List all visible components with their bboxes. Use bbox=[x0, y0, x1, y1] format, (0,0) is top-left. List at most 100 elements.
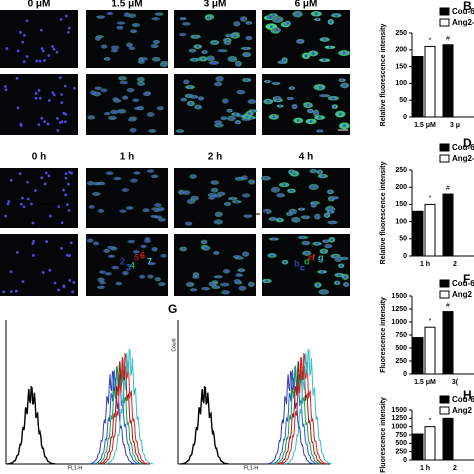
nucleus bbox=[119, 21, 123, 25]
nucleus bbox=[62, 188, 65, 192]
nucleus bbox=[178, 129, 182, 133]
y-tick-label: 750 bbox=[395, 332, 407, 339]
nucleus bbox=[9, 290, 13, 293]
y-axis-label: Fluorescence intensity bbox=[380, 397, 387, 473]
nucleus bbox=[304, 54, 308, 58]
nucleus bbox=[296, 119, 300, 122]
nucleus bbox=[272, 115, 276, 119]
nucleus bbox=[306, 103, 310, 107]
histogram-curve bbox=[284, 347, 333, 465]
nucleus bbox=[323, 38, 327, 41]
curve-label: 4 bbox=[130, 260, 135, 270]
nucleus bbox=[219, 192, 223, 196]
bar bbox=[412, 337, 424, 375]
significance-mark: # bbox=[446, 36, 450, 43]
nucleus bbox=[228, 109, 231, 113]
y-tick-label: 250 bbox=[395, 30, 407, 37]
nucleus bbox=[48, 268, 52, 272]
nucleus bbox=[101, 270, 104, 274]
nucleus bbox=[304, 215, 307, 219]
nucleus bbox=[46, 122, 50, 126]
nucleus bbox=[246, 214, 250, 218]
nucleus bbox=[235, 279, 239, 283]
nucleus bbox=[65, 203, 69, 207]
y-tick-label: 1500 bbox=[391, 407, 407, 414]
nucleus bbox=[189, 102, 193, 105]
nucleus bbox=[43, 59, 46, 62]
nucleus bbox=[160, 218, 164, 222]
nucleus bbox=[189, 200, 193, 203]
nucleus bbox=[304, 241, 308, 245]
nucleus bbox=[67, 26, 71, 30]
legend-swatch bbox=[439, 7, 450, 16]
nucleus bbox=[270, 254, 274, 257]
y-axis-label: Relative fluorescence intensity bbox=[380, 24, 387, 127]
y-tick-label: 250 bbox=[395, 167, 407, 174]
nucleus bbox=[247, 112, 251, 116]
nucleus bbox=[247, 36, 251, 40]
nucleus bbox=[91, 91, 95, 95]
y-tick-label: 0 bbox=[403, 457, 407, 464]
nucleus bbox=[319, 86, 322, 90]
nucleus bbox=[63, 120, 67, 124]
nucleus bbox=[337, 273, 341, 277]
legend-swatch bbox=[439, 143, 450, 152]
curve-label: e bbox=[308, 252, 313, 262]
legend-label: Cou-6 bbox=[452, 279, 474, 288]
x-tick-label: 3( bbox=[452, 379, 459, 386]
nucleus bbox=[333, 105, 337, 108]
nucleus bbox=[43, 120, 46, 124]
nucleus bbox=[37, 89, 41, 92]
nucleus bbox=[314, 12, 318, 16]
nucleus bbox=[41, 49, 45, 53]
nucleus bbox=[269, 15, 272, 19]
nucleus bbox=[134, 23, 138, 27]
curve-label: 2 bbox=[120, 256, 125, 266]
nucleus bbox=[142, 57, 146, 61]
nucleus bbox=[134, 98, 138, 102]
nucleus bbox=[294, 218, 298, 222]
nucleus bbox=[245, 78, 249, 82]
nucleus bbox=[320, 270, 324, 274]
nucleus bbox=[62, 284, 66, 288]
nucleus bbox=[112, 110, 116, 114]
nucleus bbox=[194, 35, 197, 39]
nucleus bbox=[31, 253, 35, 257]
nucleus bbox=[154, 17, 158, 21]
nucleus bbox=[237, 177, 241, 181]
nucleus bbox=[323, 58, 327, 62]
nucleus bbox=[99, 285, 103, 289]
nucleus bbox=[245, 53, 248, 57]
nucleus bbox=[140, 275, 144, 279]
nucleus bbox=[305, 251, 309, 255]
significance-mark: * bbox=[429, 195, 432, 202]
nucleus bbox=[278, 104, 282, 108]
nucleus bbox=[67, 182, 70, 186]
nucleus bbox=[4, 214, 8, 218]
nucleus bbox=[134, 250, 138, 254]
nucleus bbox=[279, 193, 283, 197]
nucleus bbox=[293, 105, 296, 108]
nucleus bbox=[102, 88, 106, 92]
nucleus bbox=[145, 92, 149, 96]
nucleus bbox=[325, 213, 329, 217]
y-tick-label: 0 bbox=[403, 114, 407, 121]
nucleus bbox=[312, 185, 316, 189]
panel-letter: G bbox=[168, 302, 177, 316]
legend-swatch bbox=[439, 290, 450, 299]
nucleus bbox=[218, 77, 222, 81]
nucleus bbox=[321, 174, 325, 178]
nucleus bbox=[191, 49, 194, 52]
nucleus bbox=[20, 196, 24, 200]
x-axis-label: FL1-H bbox=[68, 465, 82, 471]
nucleus bbox=[105, 57, 109, 61]
nucleus bbox=[121, 209, 125, 213]
nucleus bbox=[3, 85, 7, 88]
nucleus bbox=[23, 33, 26, 37]
nucleus bbox=[211, 193, 214, 197]
curve-label: 5 bbox=[134, 252, 139, 262]
panel-letter: B bbox=[463, 0, 472, 13]
nucleus bbox=[40, 176, 44, 180]
bar bbox=[442, 193, 454, 257]
nucleus bbox=[38, 96, 42, 100]
